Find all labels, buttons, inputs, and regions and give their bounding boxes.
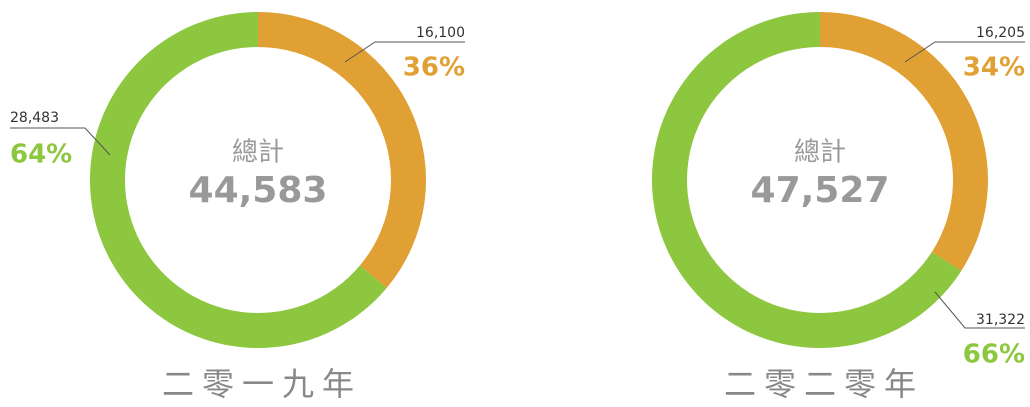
leader-line: [904, 41, 1025, 63]
donut-segment: [89, 12, 387, 349]
leader-line: [934, 291, 1025, 329]
value-label: 28,483: [10, 110, 59, 126]
center-label: 總計: [232, 138, 284, 168]
percentage-label: 66%: [963, 340, 1025, 370]
donut-segment: [820, 11, 989, 271]
chart-title: 二零一九年: [162, 365, 362, 403]
chart-title: 二零二零年: [724, 365, 924, 403]
total-label: 47,527: [751, 170, 890, 211]
leader-line: [344, 41, 465, 63]
value-label: 16,205: [976, 25, 1025, 41]
total-label: 44,583: [189, 170, 328, 211]
center-label: 總計: [794, 138, 846, 168]
percentage-label: 64%: [10, 140, 72, 170]
value-label: 16,100: [416, 25, 465, 41]
leader-line: [10, 127, 111, 156]
donut-segment: [258, 12, 426, 288]
percentage-label: 34%: [963, 53, 1025, 83]
value-label: 31,322: [976, 312, 1025, 328]
percentage-label: 36%: [403, 53, 465, 83]
